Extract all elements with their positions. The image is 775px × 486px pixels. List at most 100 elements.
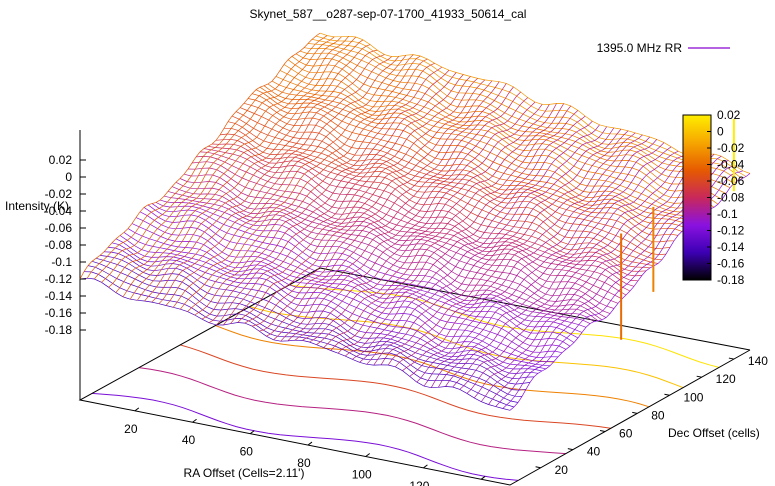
mesh-line-dec: [409, 136, 650, 377]
x-tick-label: 60: [240, 445, 254, 459]
y-tick: [728, 357, 734, 360]
mesh-line-dec: [466, 154, 708, 394]
colorbar-tick-label: 0: [717, 125, 724, 139]
mesh-line-dec: [187, 58, 428, 312]
y-tick: [535, 466, 541, 469]
mesh-line-ra: [255, 89, 687, 229]
mesh-line-dec: [359, 124, 600, 363]
contour-lines: [91, 284, 720, 481]
y-tick-label: 60: [619, 427, 633, 441]
base-frame: [78, 267, 751, 486]
mesh-line-dec: [108, 36, 349, 288]
z-tick-label: -0.14: [45, 289, 73, 303]
y-tick-label: 80: [651, 408, 665, 422]
mesh-line-dec: [144, 54, 385, 302]
contour-line: [215, 325, 650, 408]
mesh-line-dec: [423, 142, 665, 387]
x-tick: [192, 418, 197, 423]
contour-line: [179, 344, 611, 429]
mesh-line-dec: [194, 62, 435, 316]
mesh-line-dec: [259, 81, 500, 332]
mesh-line-dec: [94, 36, 335, 280]
colorbar-tick-label: -0.14: [717, 240, 745, 254]
mesh-line-dec: [165, 54, 407, 306]
mesh-line-ra: [243, 102, 675, 243]
mesh-line-dec: [287, 97, 529, 342]
mesh-line-ra: [171, 186, 603, 321]
mesh-line-dec: [344, 115, 586, 357]
mesh-line-dec: [473, 153, 715, 399]
y-tick: [599, 430, 606, 433]
colorbar: 0.02 0 -0.02 -0.04 -0.06 -0.08 -0.1 -0.12 -0.14 -…: [682, 108, 745, 287]
mesh-line-ra: [307, 43, 739, 181]
mesh-line-dec: [309, 104, 550, 343]
mesh-line-dec: [251, 80, 493, 327]
z-tick-label: -0.04: [45, 204, 73, 218]
mesh-line-dec: [337, 110, 579, 354]
x-tick: [423, 464, 428, 469]
y-tick: [632, 411, 638, 414]
colorbar-tick-label: -0.1: [717, 207, 738, 221]
z-tick-label: -0.06: [45, 221, 73, 235]
colorbar-tick-label: -0.12: [717, 224, 745, 238]
mesh-line-dec: [244, 79, 486, 324]
mesh-line-dec: [373, 127, 615, 366]
x-tick-label: 100: [352, 467, 372, 481]
contour-line: [138, 367, 566, 455]
contour-line: [289, 284, 720, 368]
x-tick: [365, 453, 371, 457]
x-tick: [480, 475, 486, 480]
mesh-line-ra: [271, 80, 703, 214]
colorbar-tick-label: -0.08: [717, 191, 745, 205]
colorbar-tick-label: -0.16: [717, 257, 745, 271]
mesh-line-dec: [129, 44, 371, 300]
mesh-line-dec: [459, 155, 701, 390]
mesh-line-dec: [137, 49, 378, 301]
z-tick-label: -0.16: [45, 306, 73, 320]
mesh-line-dec: [208, 69, 450, 324]
colorbar-tick-label: -0.06: [717, 174, 745, 188]
mesh-line-ra: [283, 64, 715, 208]
mesh-line-dec: [151, 56, 392, 303]
z-tick-label: -0.18: [45, 323, 73, 337]
colorbar-tick-label: 0.02: [717, 108, 741, 122]
mesh-line-dec: [230, 76, 471, 324]
mesh-line-dec: [158, 56, 400, 304]
mesh-line-dec: [452, 155, 693, 388]
x-tick-label: 20: [124, 422, 138, 436]
mesh-line-ra: [235, 111, 667, 255]
z-tick-label: -0.1: [51, 255, 72, 269]
mesh-line-dec: [445, 154, 686, 387]
y-tick-label: 100: [683, 390, 703, 404]
mesh-line-dec: [416, 139, 658, 383]
mesh-line-ra: [135, 217, 567, 350]
y-tick: [696, 375, 702, 378]
mesh-line-dec: [481, 155, 722, 402]
mesh-line-dec: [201, 66, 443, 320]
x-tick: [249, 430, 255, 435]
x-axis-label: RA Offset (Cells=2.11'): [184, 466, 305, 480]
mesh-line-dec: [316, 103, 557, 345]
mesh-line-dec: [395, 132, 636, 368]
mesh-line-dec: [323, 103, 564, 348]
base-back-edge: [319, 267, 751, 351]
base-box: [78, 130, 751, 486]
z-tick-label: -0.02: [45, 187, 73, 201]
y-tick-label: 140: [748, 354, 768, 368]
mesh-line-ra: [259, 86, 691, 225]
mesh-line-dec: [402, 134, 643, 371]
x-tick: [307, 441, 313, 446]
mesh-line-dec: [437, 150, 679, 388]
mesh-line-dec: [280, 91, 521, 342]
colorbar-tick-label: -0.02: [717, 141, 745, 155]
z-axis: 0.02 0 -0.02 -0.04 -0.06 -0.08 -0.1 -0.12 -0.14 -…: [45, 153, 86, 337]
x-tick-label: 120: [409, 479, 429, 486]
chart-title: Skynet_587__o287-sep-07-1700_41933_50614…: [250, 7, 527, 21]
mesh-line-dec: [387, 130, 629, 366]
x-tick-label: 40: [182, 433, 196, 447]
y-tick-label: 120: [716, 372, 736, 386]
z-tick-label: -0.08: [45, 238, 73, 252]
mesh-line-ra: [303, 47, 735, 184]
y-axis: 20 40 60 80 100 120 140: [535, 354, 768, 477]
